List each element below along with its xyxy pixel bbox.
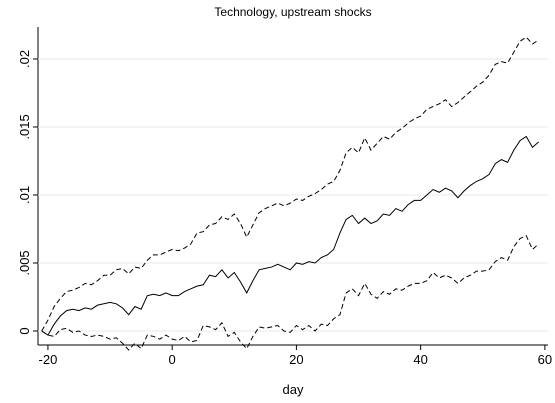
y-tick-label: .02 — [17, 50, 32, 68]
series-line — [41, 235, 540, 351]
y-tick-label: 0 — [17, 327, 32, 334]
x-tick-label: -20 — [39, 352, 58, 367]
x-tick-label: 60 — [538, 352, 552, 367]
x-tick-label: 20 — [289, 352, 303, 367]
y-tick-label: .015 — [17, 114, 32, 139]
chart-title: Technology, upstream shocks — [214, 5, 371, 19]
x-tick-label: 40 — [413, 352, 427, 367]
x-axis-label: day — [283, 382, 304, 397]
y-tick-label: .01 — [17, 186, 32, 204]
series-line — [41, 36, 539, 332]
y-tick-label: .005 — [17, 250, 32, 275]
series-line — [41, 135, 540, 336]
x-tick-label: 0 — [169, 352, 176, 367]
